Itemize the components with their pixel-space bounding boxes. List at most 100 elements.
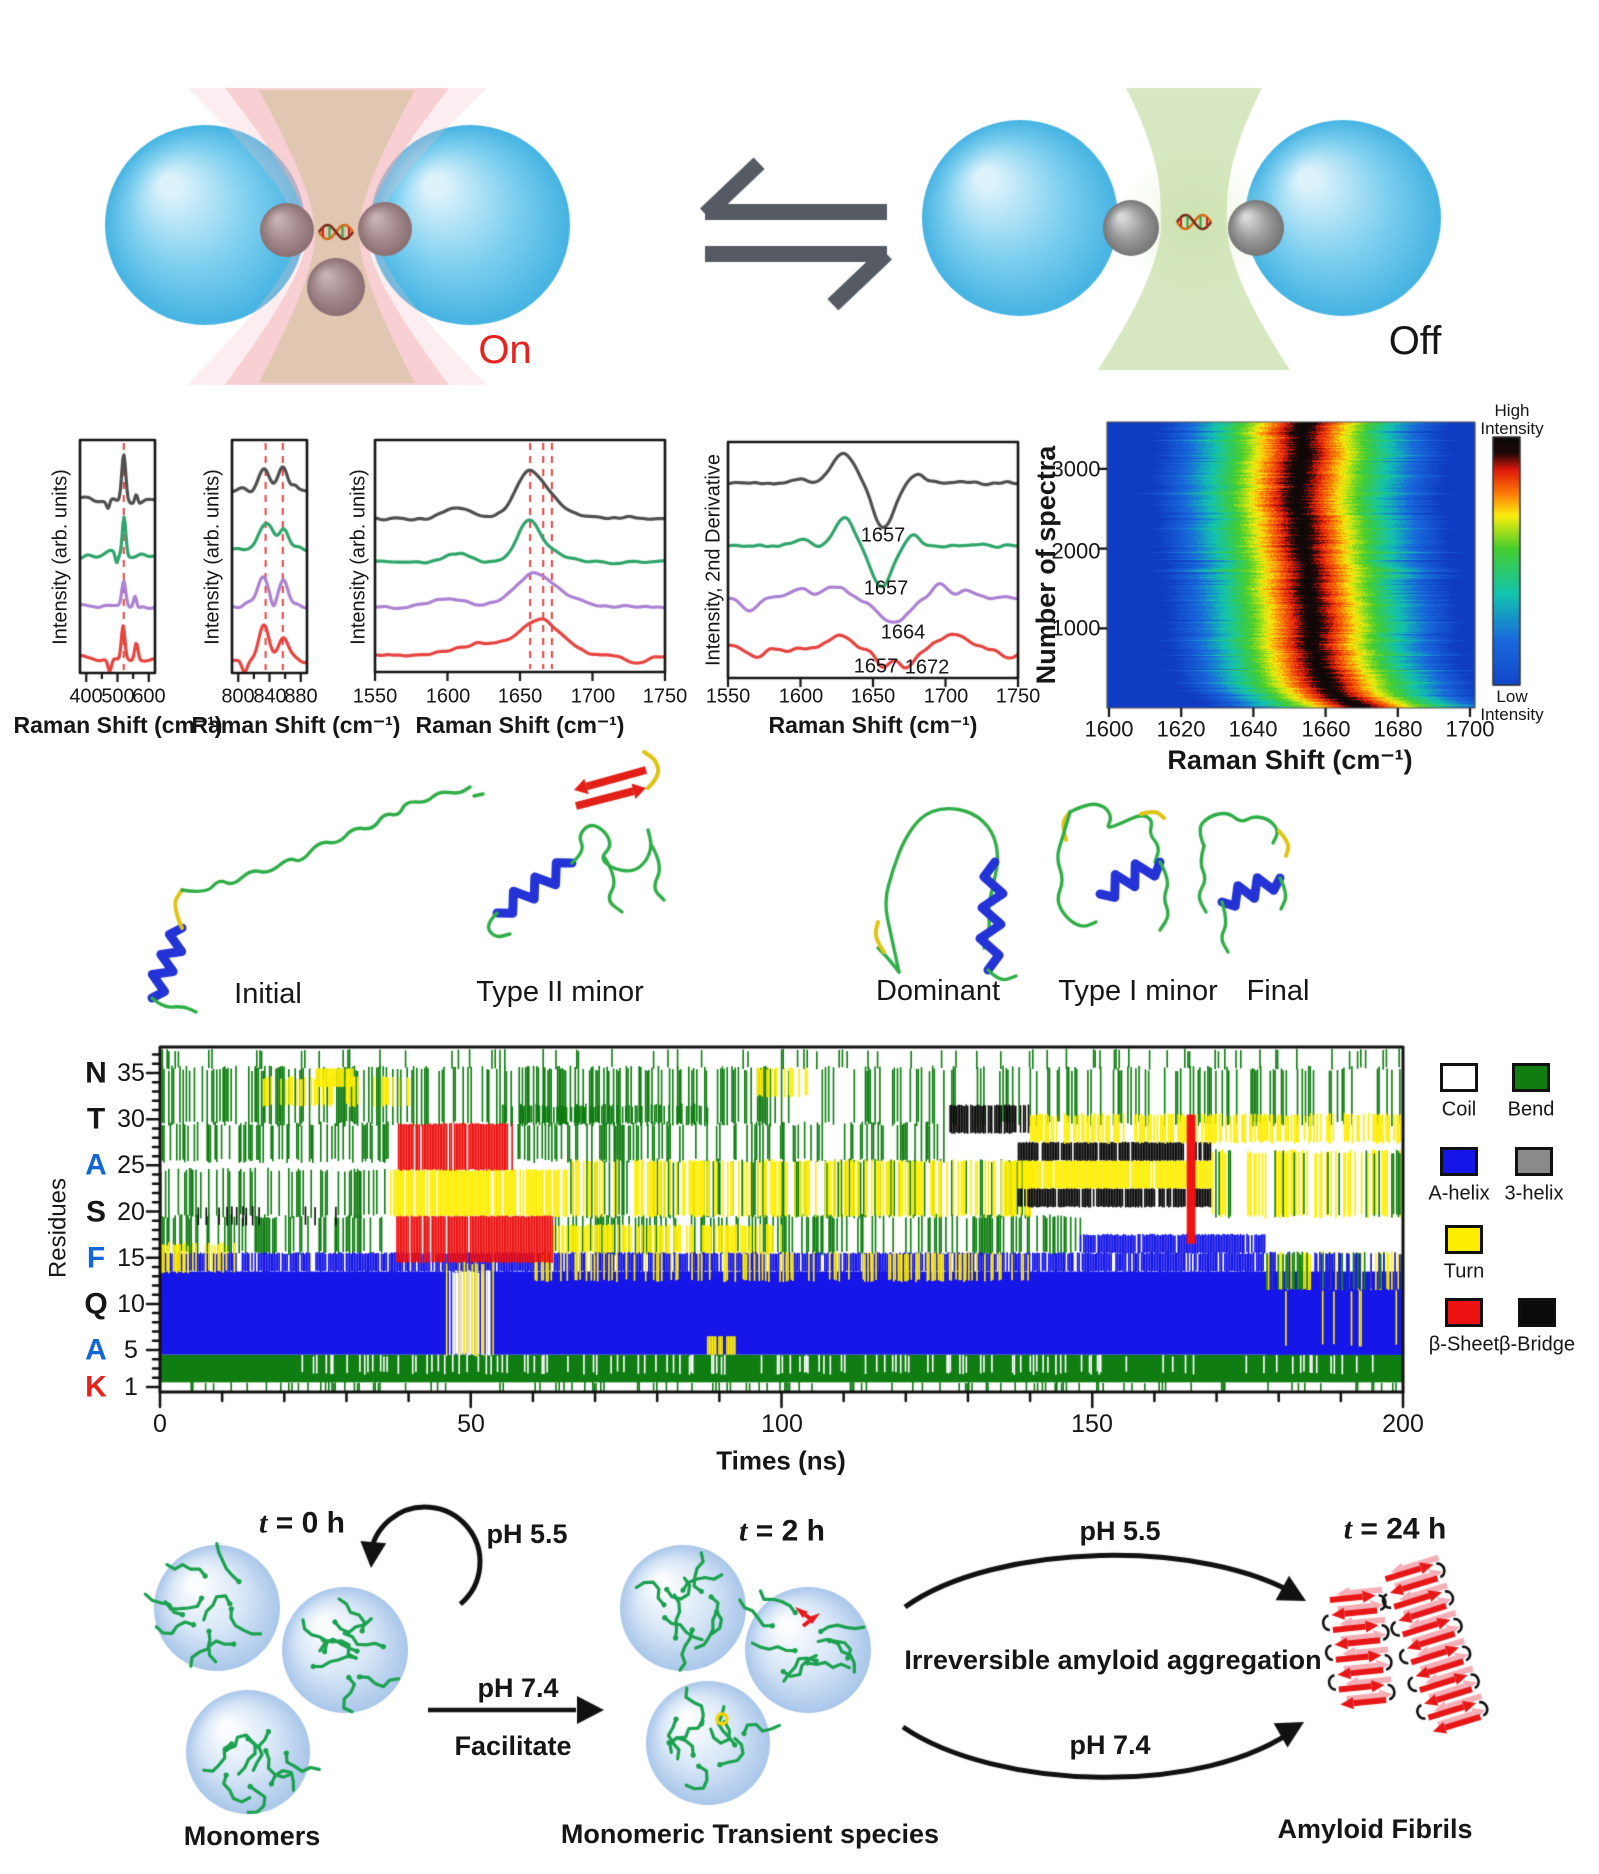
dssp-residue-number: 20 [117, 1197, 145, 1226]
legend-label-3-helix: 3-helix [1504, 1182, 1564, 1205]
colorbar-high-label-line1: High [1494, 401, 1530, 421]
intensity-colorbar [1485, 400, 1595, 730]
heatmap-ytick: 3000 [1051, 456, 1101, 482]
legend-label-beta-sheet: β-Sheet [1428, 1333, 1500, 1356]
panel4-xtick: 1550 [705, 685, 751, 708]
panel4-xtick: 1700 [923, 685, 969, 708]
legend-swatch-bend [1512, 1063, 1550, 1092]
dssp-xtick: 200 [1382, 1409, 1424, 1438]
ph74-lower-label: pH 7.4 [1069, 1729, 1151, 1760]
peak-annotation: 1664 [880, 621, 926, 644]
panel4-y-axis-label: Intensity, 2nd Derivative [702, 454, 725, 666]
panel4-xtick: 1600 [778, 685, 824, 708]
ph55-upper-label: pH 5.5 [1079, 1515, 1161, 1546]
panel4-x-axis-label: Raman Shift (cm⁻¹) [768, 711, 978, 738]
transient-species-label: Monomeric Transient species [560, 1818, 940, 1849]
structure-final [1190, 805, 1300, 960]
monomers-label: Monomers [183, 1820, 321, 1851]
ph74-arrow-label: pH 7.4 [477, 1672, 559, 1703]
ph55-loop-label: pH 5.5 [486, 1518, 568, 1549]
legend-swatch-turn [1445, 1225, 1483, 1254]
dssp-residue-number: 30 [117, 1104, 145, 1133]
structure-label-final: Final [1246, 974, 1310, 1007]
dssp-residue-number: 5 [124, 1335, 138, 1364]
peak-annotation: 1672 [904, 656, 950, 679]
panel1-xtick: 400 [69, 685, 103, 708]
italic-t: t [1343, 1512, 1353, 1546]
peak-annotation: 1657 [853, 655, 899, 678]
legend-swatch-beta-sheet [1445, 1298, 1483, 1327]
heatmap-xtick: 1680 [1373, 716, 1423, 742]
panel2-x-axis-label: Raman Shift (cm⁻¹) [191, 711, 401, 738]
dssp-residue-letter: Q [84, 1287, 108, 1321]
dssp-xtick: 150 [1071, 1409, 1113, 1438]
colorbar-high-label-line2: Intensity [1480, 419, 1544, 439]
dssp-timeline-plot [40, 1040, 1410, 1470]
panel3-xtick: 1600 [425, 685, 471, 708]
dssp-xtick: 100 [761, 1409, 803, 1438]
colorbar-low-label-line1: Low [1496, 687, 1528, 707]
heatmap-xtick: 1700 [1445, 716, 1495, 742]
panel2-xtick: 880 [284, 685, 318, 708]
heatmap-ytick: 2000 [1051, 538, 1101, 564]
legend-label-turn: Turn [1443, 1260, 1485, 1283]
dssp-residue-number: 10 [117, 1289, 145, 1318]
dssp-residue-number: 35 [117, 1058, 145, 1087]
italic-t: t [259, 1506, 268, 1540]
facilitate-label: Facilitate [454, 1730, 572, 1761]
heatmap-xtick: 1640 [1228, 716, 1278, 742]
panel3-xtick: 1750 [642, 685, 688, 708]
dssp-residue-number: 25 [117, 1150, 145, 1179]
structure-label-type1-minor: Type I minor [1058, 974, 1218, 1007]
peak-annotation: 1657 [863, 577, 909, 600]
legend-swatch-coil [1440, 1063, 1478, 1092]
amyloid-fibrils-group [1300, 1545, 1500, 1775]
peak-annotation: 1657 [860, 524, 906, 547]
structure-type1-minor [1050, 795, 1180, 945]
equilibrium-arrows-icon [695, 140, 900, 320]
legend-swatch-3-helix [1515, 1147, 1553, 1176]
irreversible-aggregation-label: Irreversible amyloid aggregation [904, 1644, 1322, 1675]
legend-label-bend: Bend [1507, 1098, 1555, 1121]
panel1-x-axis-label: Raman Shift (cm⁻¹) [13, 711, 223, 738]
panel3-xtick: 1550 [352, 685, 398, 708]
legend-label-beta-bridge: β-Bridge [1499, 1333, 1575, 1356]
trap-off-label: Off [1388, 319, 1442, 363]
panel4-xtick: 1650 [850, 685, 896, 708]
panel3-x-axis-label: Raman Shift (cm⁻¹) [415, 711, 625, 738]
italic-t: t [739, 1514, 748, 1548]
dssp-residue-letter: S [85, 1195, 107, 1229]
dssp-residue-number: 1 [124, 1372, 138, 1401]
legend-label-coil: Coil [1441, 1098, 1477, 1121]
structure-label-initial: Initial [234, 977, 302, 1010]
heatmap-y-axis-label: Number of spectra [1030, 445, 1061, 685]
dssp-residue-letter: K [85, 1370, 107, 1404]
dssp-xtick: 50 [457, 1409, 485, 1438]
colorbar-low-label-line2: Intensity [1480, 705, 1544, 725]
heatmap-x-axis-label: Raman Shift (cm⁻¹) [1167, 744, 1413, 775]
raman-heatmap-panel [1030, 395, 1485, 770]
dssp-y-axis-label: Residues [44, 1177, 72, 1279]
heatmap-xtick: 1660 [1301, 716, 1351, 742]
heatmap-xtick: 1620 [1156, 716, 1206, 742]
dssp-residue-letter: A [85, 1148, 107, 1182]
dssp-x-axis-label: Times (ns) [716, 1445, 846, 1476]
trap-on-label: On [478, 328, 532, 372]
legend-swatch-beta-bridge [1518, 1298, 1556, 1327]
panel3-y-axis-label: Intensity (arb. units) [347, 469, 370, 645]
panel2-xtick: 800 [221, 685, 255, 708]
dssp-residue-letter: A [85, 1333, 107, 1367]
panel1-y-axis-label: Intensity (arb. units) [49, 469, 72, 645]
structure-label-dominant: Dominant [875, 974, 1001, 1007]
dssp-residue-letter: N [85, 1056, 107, 1090]
heatmap-xtick: 1600 [1084, 716, 1134, 742]
structure-type2-minor [485, 745, 670, 1015]
time-label-t2: t = 2 h [739, 1514, 825, 1548]
panel1-xtick: 500 [101, 685, 135, 708]
legend-swatch-a-helix [1440, 1147, 1478, 1176]
panel3-xtick: 1650 [497, 685, 543, 708]
structure-label-type2-minor: Type II minor [476, 975, 644, 1008]
dssp-residue-letter: T [86, 1102, 106, 1136]
dssp-xtick: 0 [153, 1409, 167, 1438]
